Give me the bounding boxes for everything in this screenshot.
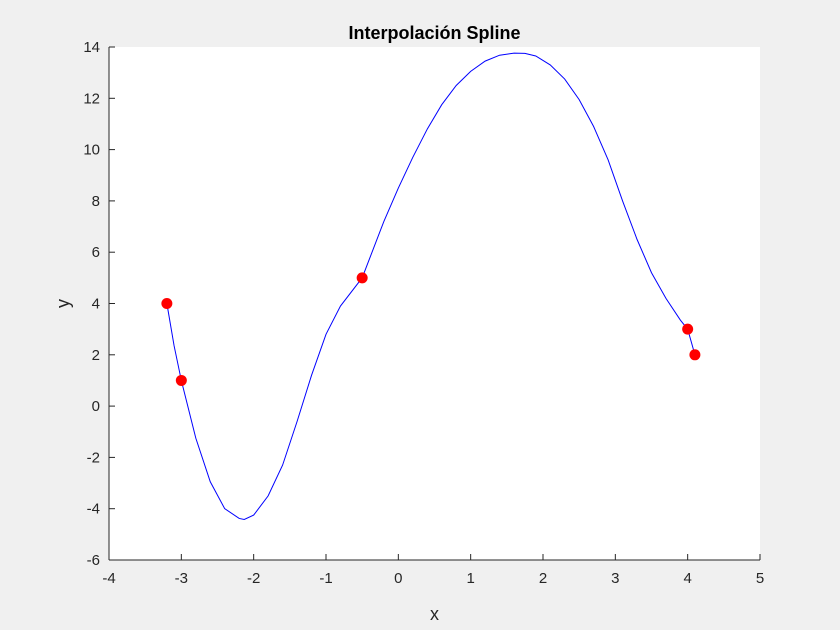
x-tick-label: 4 — [683, 570, 691, 587]
plot-area — [109, 47, 760, 560]
data-point-5 — [689, 349, 701, 361]
plot-lines — [166, 52, 696, 520]
data-point-2 — [175, 374, 187, 386]
y-tick-label: 6 — [92, 244, 100, 261]
data-point-1 — [161, 298, 173, 309]
plot-points — [161, 272, 701, 386]
data-point-4 — [682, 323, 694, 335]
y-tick-label: 8 — [92, 193, 100, 210]
spline-curve — [166, 52, 696, 520]
x-tick-label: -3 — [175, 570, 188, 587]
y-tick-label: -6 — [87, 552, 100, 569]
x-tick-label: 3 — [611, 570, 619, 587]
y-tick-label: 12 — [83, 90, 100, 107]
x-axis-label: x — [430, 604, 439, 624]
x-tick-label: -1 — [319, 570, 332, 587]
y-tick-label: -2 — [87, 449, 100, 466]
y-tick-label: 10 — [83, 142, 100, 159]
x-tick-label: 5 — [756, 570, 764, 587]
x-tick-label: -4 — [102, 570, 115, 587]
y-axis-label: y — [53, 299, 73, 308]
x-tick-label: 2 — [539, 570, 547, 587]
y-tick-label: 2 — [92, 347, 100, 364]
y-tick-label: 14 — [83, 39, 100, 56]
chart-title: Interpolación Spline — [348, 23, 520, 43]
y-tick-label: -4 — [87, 501, 100, 518]
data-point-3 — [356, 272, 368, 284]
x-tick-label: 1 — [466, 570, 474, 587]
x-tick-label: -2 — [247, 570, 260, 587]
y-tick-label: 0 — [92, 398, 100, 415]
y-tick-label: 4 — [92, 296, 100, 313]
x-tick-label: 0 — [394, 570, 402, 587]
